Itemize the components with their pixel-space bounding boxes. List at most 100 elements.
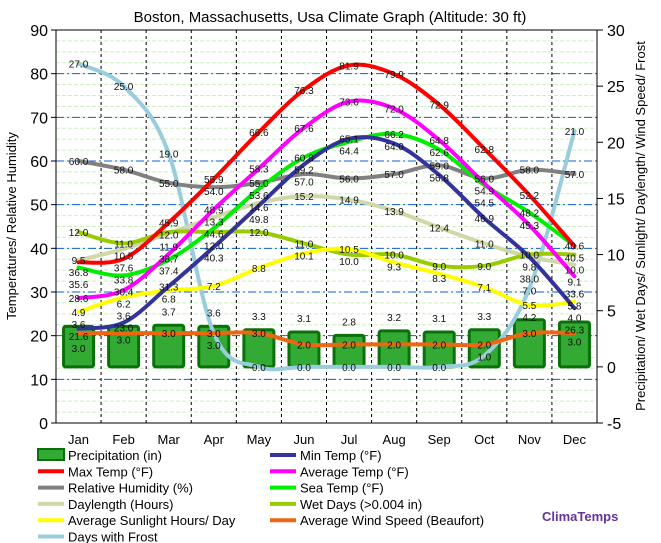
data-label: 2.0 xyxy=(297,340,311,351)
data-label: 13.9 xyxy=(384,207,404,218)
data-label: 9.1 xyxy=(568,278,582,289)
precipitation-bar xyxy=(107,324,141,369)
y-right-tick-label: 25 xyxy=(607,79,625,96)
data-label: 67.6 xyxy=(294,124,314,135)
x-tick-label: Sep xyxy=(428,432,451,447)
data-label: 12.0 xyxy=(204,241,224,252)
data-label: 6.2 xyxy=(117,299,131,310)
data-label: 40.6 xyxy=(565,242,585,253)
data-label: 55.0 xyxy=(159,179,179,190)
data-label: 56.0 xyxy=(475,174,495,185)
series-line-average-temp-f xyxy=(76,98,577,301)
data-label: 0.0 xyxy=(297,363,311,374)
legend-label: Sea Temp (°F) xyxy=(300,481,384,496)
data-label: 8.3 xyxy=(432,274,446,285)
data-label: 3.6 xyxy=(207,308,221,319)
data-label: 3.0 xyxy=(162,329,176,340)
data-label: 15.2 xyxy=(294,192,314,203)
data-label: 2.0 xyxy=(387,340,401,351)
data-label: 55.0 xyxy=(249,179,269,190)
data-label: 79.9 xyxy=(384,70,404,81)
data-label: 21.0 xyxy=(565,127,585,138)
data-label: 2.0 xyxy=(342,340,356,351)
plot-frame xyxy=(55,29,598,424)
data-label: 53.6 xyxy=(249,191,269,202)
data-label: 9.0 xyxy=(477,262,491,273)
data-label: 25.0 xyxy=(114,82,134,93)
data-label: 3.0 xyxy=(207,329,221,340)
data-label: 11.0 xyxy=(295,239,314,250)
data-label: 54.5 xyxy=(475,198,495,209)
y-right-tick-label: 20 xyxy=(607,135,625,152)
legend-label: Max Temp (°F) xyxy=(68,464,153,479)
data-label: 35.6 xyxy=(69,280,89,291)
data-label: 10.1 xyxy=(294,251,314,262)
data-label: 55.9 xyxy=(204,175,224,186)
legend-label: Min Temp (°F) xyxy=(300,448,382,463)
data-label: 13.3 xyxy=(204,217,224,228)
data-label: 72.9 xyxy=(429,101,449,112)
data-label: 14.6 xyxy=(249,203,269,214)
data-label: 10.0 xyxy=(565,266,585,277)
data-label: 57.0 xyxy=(565,170,585,181)
data-label: 14.9 xyxy=(339,196,359,207)
data-label: 3.0 xyxy=(522,329,536,340)
data-label: 33.6 xyxy=(565,290,585,301)
y-right-tick-label: 15 xyxy=(607,191,625,208)
series-line-average-wind-speed-beaufort xyxy=(76,330,577,348)
data-label: 48.9 xyxy=(204,205,224,216)
y-left-tick-label: 60 xyxy=(30,154,48,171)
data-label: 12.0 xyxy=(159,231,179,242)
data-label: 59.2 xyxy=(294,166,314,177)
data-label: 64.8 xyxy=(429,136,449,147)
data-label: 3.0 xyxy=(72,344,86,355)
data-label: 81.9 xyxy=(339,61,359,72)
data-label: 58.3 xyxy=(249,164,269,175)
data-label: 38.0 xyxy=(520,275,540,286)
series-line-relative-humidity xyxy=(76,159,577,190)
data-label: 2.0 xyxy=(432,340,446,351)
data-label: 45.3 xyxy=(520,221,540,232)
y-left-tick-label: 40 xyxy=(30,241,48,258)
data-label: 72.0 xyxy=(384,105,404,116)
data-label: 56.8 xyxy=(429,173,449,184)
legend-swatch-precipitation xyxy=(37,448,65,461)
data-label: 60.8 xyxy=(294,154,314,165)
data-label: 3.2 xyxy=(387,313,401,324)
data-label: 62.6 xyxy=(429,148,449,159)
data-label: 66.2 xyxy=(384,130,404,141)
data-label: 12.0 xyxy=(69,228,89,239)
data-label: 48.2 xyxy=(520,209,540,220)
data-label: 8.8 xyxy=(252,264,266,275)
series-line-max-temp-f xyxy=(76,62,577,265)
precipitation-bar xyxy=(512,318,546,369)
data-label: 57.0 xyxy=(384,170,404,181)
y-right-tick-label: 10 xyxy=(607,248,625,265)
y-axis-left-label: Temperatures/ Relative Humidity xyxy=(4,132,19,320)
legend-label: Average Temp (°F) xyxy=(300,464,409,479)
data-label: 11.0 xyxy=(114,239,133,250)
x-tick-label: Aug xyxy=(383,432,406,447)
data-label: 7.0 xyxy=(522,287,536,298)
legend-label: Daylength (Hours) xyxy=(68,497,174,512)
data-label: 33.8 xyxy=(114,275,134,286)
data-label: 7.2 xyxy=(207,282,221,293)
legend-label: Average Wind Speed (Beaufort) xyxy=(300,513,484,528)
y-right-tick-label: 30 xyxy=(607,23,625,40)
chart-title: Boston, Massachusetts, Usa Climate Graph… xyxy=(134,9,527,26)
data-label: 2.8 xyxy=(342,317,356,328)
data-label: 54.0 xyxy=(204,187,224,198)
y-left-tick-label: 50 xyxy=(30,198,48,215)
data-label: 28.6 xyxy=(69,294,89,305)
data-label: 37.4 xyxy=(159,267,179,278)
data-label: 10.0 xyxy=(339,257,359,268)
y-left-tick-label: 10 xyxy=(30,372,48,389)
data-label: 3.3 xyxy=(477,312,491,323)
data-label: 12.0 xyxy=(249,228,269,239)
series-line-days-with-frost xyxy=(76,61,577,372)
precipitation-bar xyxy=(467,328,501,369)
data-label: 45.9 xyxy=(159,219,179,230)
legend-label: Wet Days (>0.004 in) xyxy=(300,497,422,512)
data-label: 26.3 xyxy=(565,326,585,337)
